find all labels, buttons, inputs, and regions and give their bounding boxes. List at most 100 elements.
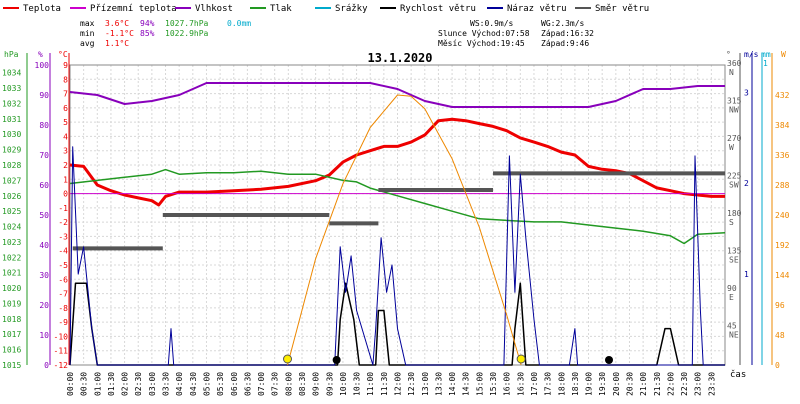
info-text: WG:2.3m/s	[541, 19, 585, 28]
stat-value: 1027.7hPa	[165, 19, 209, 28]
x-tick-label: 02:00	[121, 372, 130, 396]
legend-label: Srážky	[335, 4, 368, 14]
tick-label-hpa: 1026	[2, 192, 21, 201]
tick-label-pct: 50	[39, 211, 49, 220]
stat-value: 3.6°C	[105, 19, 129, 28]
tick-label-w: 432	[775, 91, 790, 100]
info-text: Západ:16:32	[541, 29, 594, 38]
tick-label-degc: 8	[63, 75, 68, 84]
x-tick-label: 13:30	[434, 372, 443, 396]
tick-label-degc: -2	[58, 218, 68, 227]
x-tick-label: 19:00	[585, 372, 594, 396]
x-tick-label: 13:00	[421, 372, 430, 396]
x-tick-label: 01:00	[93, 372, 102, 396]
stat-value: 0.0mm	[227, 19, 251, 28]
x-tick-label: 20:00	[612, 372, 621, 396]
tick-label-ms: 3	[744, 88, 749, 97]
info-text: Slunce Východ:07:58	[438, 29, 530, 38]
tick-label-hpa: 1019	[2, 299, 21, 308]
tick-label-w: 96	[775, 301, 785, 310]
axis-unit-mm: mm	[761, 50, 771, 59]
x-tick-label: 14:00	[448, 372, 457, 396]
tick-label-degc: 0	[63, 190, 68, 199]
info-text: WS:0.9m/s	[470, 19, 514, 28]
tick-label-hpa: 1015	[2, 361, 21, 370]
x-tick-label: 06:00	[230, 372, 239, 396]
tick-label-hpa: 1021	[2, 269, 21, 278]
x-tick-label: 16:30	[516, 372, 525, 396]
x-tick-label: 07:30	[271, 372, 280, 396]
x-tick-label: 05:00	[202, 372, 211, 396]
tick-label-w: 0	[775, 361, 780, 370]
x-axis-label: čas	[730, 369, 746, 380]
x-tick-label: 03:00	[148, 372, 157, 396]
moon-marker	[332, 356, 341, 364]
tick-label-dir-name: SW	[729, 181, 739, 190]
x-tick-label: 02:30	[134, 372, 143, 396]
info-text: Měsíc Východ:19:45	[438, 39, 525, 48]
legend-label: Náraz větru	[507, 4, 567, 14]
x-tick-label: 01:30	[107, 372, 116, 396]
x-tick-label: 11:30	[380, 372, 389, 396]
tick-label-degc: -7	[58, 290, 68, 299]
tick-label-degc: -6	[58, 275, 68, 284]
x-tick-label: 17:30	[544, 372, 553, 396]
tick-label-pct: 30	[39, 271, 49, 280]
tick-label-w: 288	[775, 181, 790, 190]
x-tick-label: 23:30	[707, 372, 716, 396]
tick-label-dir-name: W	[729, 143, 734, 152]
tick-label-pct: 70	[39, 151, 49, 160]
x-tick-label: 08:30	[298, 372, 307, 396]
legend-label: Vlhkost	[195, 4, 233, 14]
tick-label-hpa: 1023	[2, 238, 21, 247]
tick-label-hpa: 1024	[2, 223, 21, 232]
tick-label-hpa: 1033	[2, 84, 21, 93]
tick-label-dir-name: S	[729, 218, 734, 227]
tick-label-degc: -4	[58, 247, 68, 256]
x-tick-label: 18:00	[557, 372, 566, 396]
tick-label-hpa: 1032	[2, 99, 21, 108]
x-tick-label: 17:00	[530, 372, 539, 396]
tick-label-hpa: 1017	[2, 330, 21, 339]
tick-label-dir-name: NW	[729, 106, 739, 115]
tick-label-hpa: 1028	[2, 161, 21, 170]
stat-value: -1.1°C	[105, 29, 134, 38]
axis-unit-w: W	[781, 50, 786, 59]
tick-label-ms: 1	[744, 270, 749, 279]
x-tick-label: 18:30	[571, 372, 580, 396]
tick-label-pct: 20	[39, 301, 49, 310]
tick-label-w: 336	[775, 151, 790, 160]
legend-label: Přízemní teplota	[90, 4, 177, 14]
tick-label-pct: 10	[39, 331, 49, 340]
tick-label-w: 240	[775, 211, 790, 220]
tick-label-dir: 315	[727, 97, 742, 106]
x-tick-label: 16:00	[503, 372, 512, 396]
tick-label-degc: -5	[58, 261, 68, 270]
x-tick-label: 10:30	[353, 372, 362, 396]
tick-label-w: 144	[775, 271, 790, 280]
tick-label-degc: -10	[54, 332, 69, 341]
tick-label-degc: -12	[54, 361, 69, 370]
stat-value: min	[80, 29, 95, 38]
x-tick-label: 07:00	[257, 372, 266, 396]
tick-label-pct: 60	[39, 181, 49, 190]
tick-label-ms: 2	[744, 179, 749, 188]
x-tick-label: 20:30	[625, 372, 634, 396]
tick-label-pct: 0	[44, 361, 49, 370]
x-tick-label: 00:00	[66, 372, 75, 396]
tick-label-w: 48	[775, 331, 785, 340]
tick-label-dir-name: SE	[729, 256, 739, 265]
tick-label-degc: -9	[58, 318, 68, 327]
tick-label-dir: 135	[727, 247, 742, 256]
tick-label-degc: 4	[63, 132, 68, 141]
legend-label: Teplota	[23, 4, 61, 14]
x-tick-label: 04:00	[175, 372, 184, 396]
legend-label: Tlak	[270, 4, 292, 14]
tick-label-hpa: 1031	[2, 115, 21, 124]
x-tick-label: 14:30	[462, 372, 471, 396]
x-tick-label: 15:00	[475, 372, 484, 396]
tick-label-dir: 270	[727, 134, 742, 143]
tick-label-pct: 90	[39, 91, 49, 100]
